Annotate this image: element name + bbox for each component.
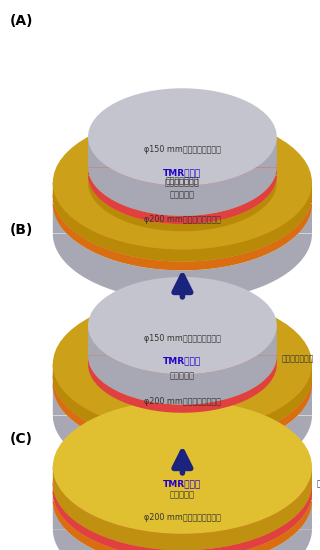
Ellipse shape <box>53 116 312 249</box>
Polygon shape <box>53 195 312 270</box>
Text: TMR薄膜層: TMR薄膜層 <box>163 168 202 177</box>
Ellipse shape <box>88 118 277 216</box>
Polygon shape <box>88 356 277 412</box>
Polygon shape <box>88 175 277 231</box>
Text: (B): (B) <box>10 223 33 236</box>
Text: (A): (A) <box>10 14 33 28</box>
Text: φ200 mmシリコンウエハー: φ200 mmシリコンウエハー <box>144 216 221 224</box>
Polygon shape <box>53 376 312 452</box>
Text: タンタル表面層: タンタル表面層 <box>166 176 199 185</box>
Ellipse shape <box>53 297 312 431</box>
Ellipse shape <box>88 307 277 404</box>
Polygon shape <box>53 483 312 550</box>
Ellipse shape <box>88 277 277 374</box>
Ellipse shape <box>53 128 312 261</box>
Polygon shape <box>53 204 312 300</box>
Text: TMR薄膜層: TMR薄膜層 <box>163 356 202 365</box>
Polygon shape <box>53 467 312 550</box>
Polygon shape <box>53 500 312 550</box>
Text: 金属電極層: 金属電極層 <box>170 372 195 381</box>
Text: タンタル接合層: タンタル接合層 <box>282 354 314 363</box>
Ellipse shape <box>53 417 312 550</box>
Ellipse shape <box>53 137 312 270</box>
Text: タンタル表面層: タンタル表面層 <box>165 178 200 187</box>
Ellipse shape <box>53 433 312 550</box>
Text: φ150 mmシリコンウエハー: φ150 mmシリコンウエハー <box>144 145 221 154</box>
Ellipse shape <box>53 318 312 452</box>
Ellipse shape <box>88 126 277 224</box>
Text: φ200 mmシリコンウエハー: φ200 mmシリコンウエハー <box>144 513 221 521</box>
Polygon shape <box>88 137 277 216</box>
Polygon shape <box>53 364 312 443</box>
Ellipse shape <box>88 88 277 185</box>
Text: 金属電極層: 金属電極層 <box>170 491 195 499</box>
Ellipse shape <box>53 425 312 550</box>
Polygon shape <box>53 183 312 261</box>
Ellipse shape <box>53 400 312 534</box>
Polygon shape <box>88 326 277 404</box>
Polygon shape <box>88 167 277 224</box>
Ellipse shape <box>53 309 312 443</box>
Polygon shape <box>53 492 312 550</box>
Polygon shape <box>53 385 312 482</box>
Text: φ150 mmシリコンウエハー: φ150 mmシリコンウエハー <box>144 334 221 343</box>
Text: タンタル接合層: タンタル接合層 <box>317 480 320 488</box>
Text: 金属電極層: 金属電極層 <box>170 190 195 199</box>
Text: (C): (C) <box>10 432 33 446</box>
Text: φ200 mmシリコンウエハー: φ200 mmシリコンウエハー <box>144 397 221 406</box>
Text: TMR薄膜層: TMR薄膜層 <box>163 480 202 488</box>
